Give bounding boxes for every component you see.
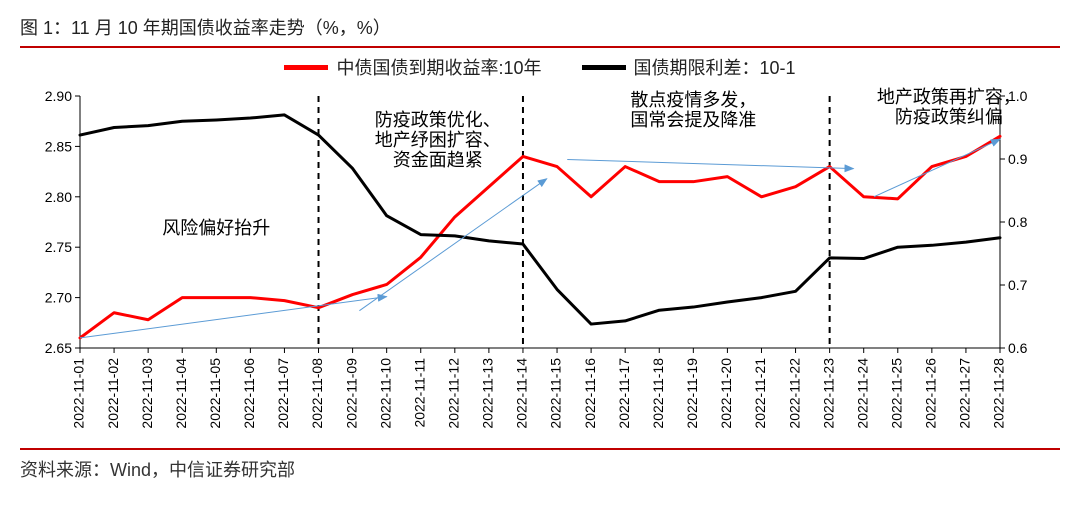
svg-text:2022-11-16: 2022-11-16: [582, 358, 598, 429]
svg-text:风险偏好抬升: 风险偏好抬升: [162, 218, 270, 238]
svg-text:0.9: 0.9: [1008, 151, 1028, 167]
svg-text:2022-11-22: 2022-11-22: [786, 358, 802, 429]
svg-text:2022-11-20: 2022-11-20: [718, 358, 734, 429]
svg-text:2022-11-14: 2022-11-14: [514, 358, 530, 429]
svg-text:防疫政策纠偏: 防疫政策纠偏: [895, 107, 1003, 127]
legend-label-2: 国债期限利差：10-1: [634, 54, 796, 80]
legend-item-1: 中债国债到期收益率:10年: [284, 54, 541, 80]
svg-text:2022-11-03: 2022-11-03: [139, 358, 155, 429]
svg-text:2.85: 2.85: [45, 138, 72, 154]
svg-text:2022-11-25: 2022-11-25: [888, 358, 904, 429]
chart-area: 中债国债到期收益率:10年 国债期限利差：10-1 2.652.702.752.…: [20, 48, 1060, 448]
svg-text:地产政策再扩容，: 地产政策再扩容，: [877, 87, 1021, 107]
svg-text:2022-11-18: 2022-11-18: [650, 358, 666, 429]
svg-text:2022-11-24: 2022-11-24: [854, 358, 870, 429]
svg-text:2022-11-04: 2022-11-04: [173, 358, 189, 429]
svg-text:2022-11-08: 2022-11-08: [309, 358, 325, 429]
svg-text:国常会提及降准: 国常会提及降准: [630, 110, 756, 130]
svg-text:2022-11-06: 2022-11-06: [241, 358, 257, 429]
svg-text:防疫政策优化、: 防疫政策优化、: [375, 110, 501, 130]
legend-swatch-1: [284, 65, 328, 70]
svg-text:2022-11-01: 2022-11-01: [71, 358, 87, 429]
svg-text:2022-11-23: 2022-11-23: [820, 358, 836, 429]
figure-source: 资料来源：Wind，中信证券研究部: [20, 450, 1060, 482]
svg-text:资金面趋紧: 资金面趋紧: [393, 150, 483, 170]
legend-swatch-2: [582, 65, 626, 70]
svg-text:2022-11-11: 2022-11-11: [411, 358, 427, 428]
legend-item-2: 国债期限利差：10-1: [582, 54, 796, 80]
svg-text:2022-11-26: 2022-11-26: [923, 358, 939, 429]
svg-text:2022-11-19: 2022-11-19: [684, 358, 700, 429]
legend-label-1: 中债国债到期收益率:10年: [336, 54, 541, 80]
svg-text:2.90: 2.90: [45, 88, 72, 104]
svg-text:2022-11-15: 2022-11-15: [548, 358, 564, 429]
svg-text:2022-11-28: 2022-11-28: [991, 358, 1007, 429]
svg-text:0.8: 0.8: [1008, 214, 1028, 230]
figure-title: 图 1：11 月 10 年期国债收益率走势（%，%）: [20, 10, 1060, 46]
svg-text:2022-11-07: 2022-11-07: [275, 358, 291, 429]
svg-text:2.75: 2.75: [45, 239, 72, 255]
svg-text:2022-11-12: 2022-11-12: [446, 358, 462, 429]
svg-text:2022-11-21: 2022-11-21: [752, 358, 768, 429]
svg-text:2022-11-10: 2022-11-10: [377, 358, 393, 429]
line-chart-svg: 2.652.702.752.802.852.900.60.70.80.91.02…: [20, 48, 1060, 448]
svg-text:2022-11-02: 2022-11-02: [105, 358, 121, 429]
svg-text:2.80: 2.80: [45, 189, 72, 205]
svg-text:0.7: 0.7: [1008, 277, 1028, 293]
svg-text:2022-11-05: 2022-11-05: [207, 358, 223, 429]
svg-text:地产纾困扩容、: 地产纾困扩容、: [375, 130, 501, 150]
svg-text:散点疫情多发，: 散点疫情多发，: [630, 90, 756, 110]
legend: 中债国债到期收益率:10年 国债期限利差：10-1: [20, 48, 1060, 86]
svg-text:2022-11-27: 2022-11-27: [957, 358, 973, 429]
svg-text:0.6: 0.6: [1008, 340, 1028, 356]
svg-text:2022-11-13: 2022-11-13: [480, 358, 496, 429]
svg-text:2.70: 2.70: [45, 290, 72, 306]
svg-text:2.65: 2.65: [45, 340, 72, 356]
svg-text:2022-11-09: 2022-11-09: [343, 358, 359, 429]
svg-text:2022-11-17: 2022-11-17: [616, 358, 632, 429]
figure-container: 图 1：11 月 10 年期国债收益率走势（%，%） 中债国债到期收益率:10年…: [0, 0, 1080, 515]
